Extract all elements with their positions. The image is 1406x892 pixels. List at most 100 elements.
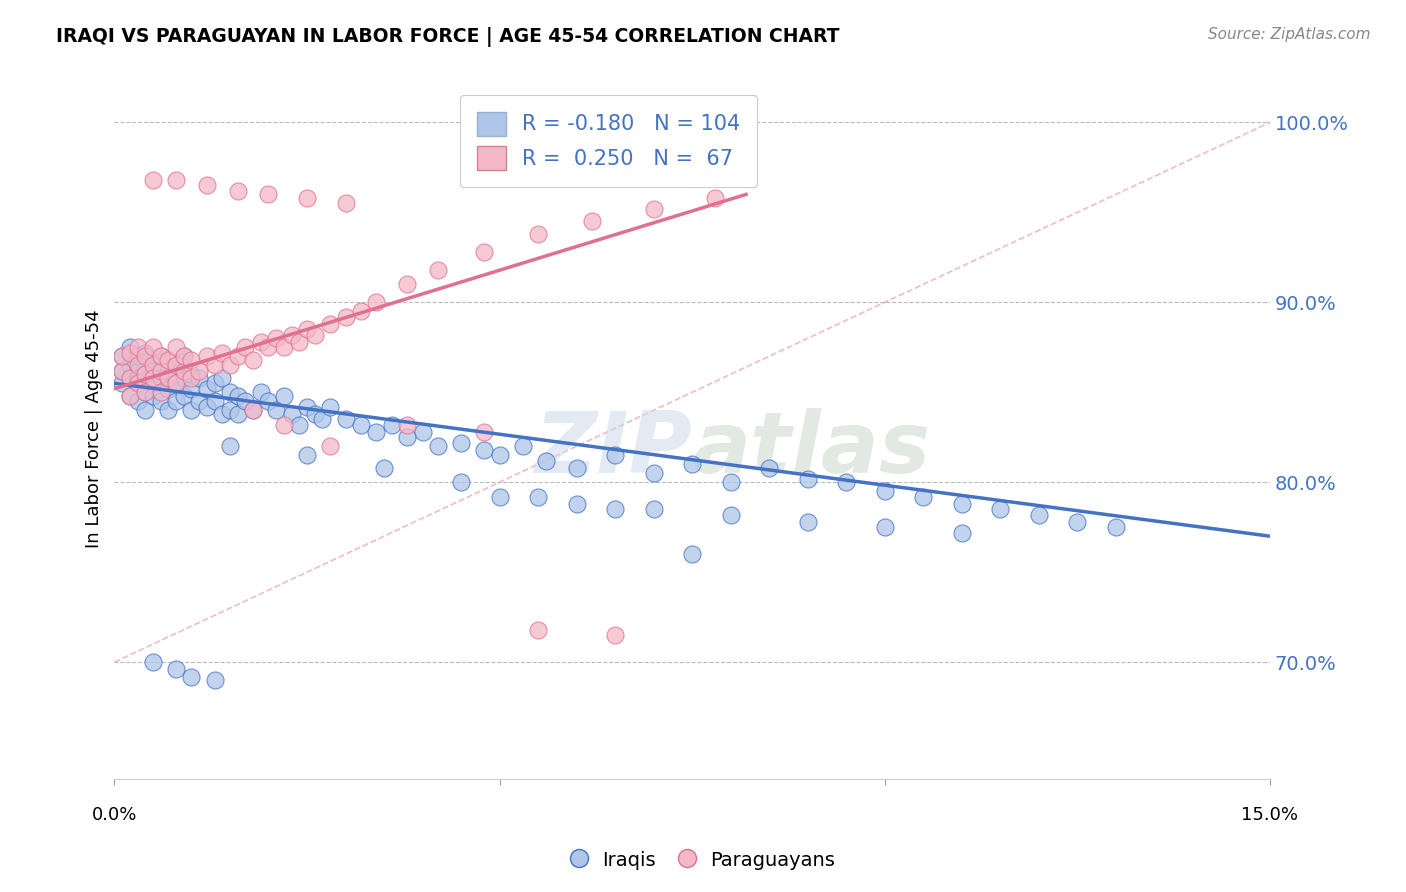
Point [165, 359, 187, 373]
Point [204, 673, 226, 687]
Point [165, 359, 187, 373]
Point [142, 376, 165, 391]
Point [118, 340, 141, 354]
Text: 15.0%: 15.0% [1241, 806, 1299, 824]
Point [643, 502, 665, 516]
Point [280, 407, 302, 421]
Point [249, 334, 271, 349]
Point [472, 442, 495, 457]
Point [111, 349, 134, 363]
Text: 0.0%: 0.0% [91, 806, 138, 824]
Point [319, 439, 342, 453]
Point [835, 475, 858, 490]
Point [335, 310, 357, 324]
Text: IRAQI VS PARAGUAYAN IN LABOR FORCE | AGE 45-54 CORRELATION CHART: IRAQI VS PARAGUAYAN IN LABOR FORCE | AGE… [56, 27, 839, 46]
Point [288, 334, 311, 349]
Point [426, 263, 449, 277]
Point [118, 389, 141, 403]
Point [142, 173, 165, 187]
Point [527, 623, 550, 637]
Point [204, 359, 226, 373]
Point [295, 448, 318, 462]
Point [165, 340, 187, 354]
Point [188, 394, 211, 409]
Point [720, 475, 742, 490]
Point [527, 490, 550, 504]
Point [111, 364, 134, 378]
Point [173, 389, 195, 403]
Point [273, 389, 295, 403]
Point [226, 389, 249, 403]
Point [226, 184, 249, 198]
Point [311, 412, 333, 426]
Point [304, 407, 326, 421]
Point [149, 364, 172, 378]
Point [273, 417, 295, 432]
Point [226, 407, 249, 421]
Point [288, 417, 311, 432]
Point [118, 345, 141, 359]
Point [873, 520, 896, 534]
Point [257, 394, 280, 409]
Point [195, 400, 218, 414]
Point [157, 364, 180, 378]
Point [142, 359, 165, 373]
Point [219, 403, 242, 417]
Point [605, 502, 627, 516]
Point [426, 439, 449, 453]
Point [173, 349, 195, 363]
Point [319, 317, 342, 331]
Point [704, 191, 727, 205]
Point [219, 439, 242, 453]
Point [235, 340, 257, 354]
Point [195, 382, 218, 396]
Point [912, 490, 935, 504]
Point [180, 382, 202, 396]
Point [180, 669, 202, 683]
Point [165, 376, 187, 391]
Point [681, 547, 703, 561]
Text: Source: ZipAtlas.com: Source: ZipAtlas.com [1208, 27, 1371, 42]
Point [127, 371, 149, 385]
Y-axis label: In Labor Force | Age 45-54: In Labor Force | Age 45-54 [86, 309, 103, 548]
Point [249, 385, 271, 400]
Point [134, 345, 156, 359]
Point [134, 385, 156, 400]
Point [350, 417, 373, 432]
Point [165, 173, 187, 187]
Point [127, 376, 149, 391]
Point [366, 425, 388, 439]
Point [157, 382, 180, 396]
Point [173, 364, 195, 378]
Point [149, 385, 172, 400]
Point [643, 202, 665, 216]
Point [295, 400, 318, 414]
Point [118, 371, 141, 385]
Point [219, 359, 242, 373]
Point [142, 340, 165, 354]
Point [165, 662, 187, 676]
Point [295, 191, 318, 205]
Legend: R = -0.180   N = 104, R =  0.250   N =  67: R = -0.180 N = 104, R = 0.250 N = 67 [460, 95, 758, 186]
Point [180, 403, 202, 417]
Point [149, 349, 172, 363]
Point [472, 425, 495, 439]
Point [450, 435, 472, 450]
Point [111, 364, 134, 378]
Point [565, 460, 588, 475]
Point [605, 628, 627, 642]
Point [127, 340, 149, 354]
Point [127, 394, 149, 409]
Point [242, 403, 264, 417]
Point [211, 407, 233, 421]
Point [581, 214, 603, 228]
Point [396, 417, 419, 432]
Point [173, 371, 195, 385]
Point [381, 417, 404, 432]
Point [142, 655, 165, 669]
Point [165, 376, 187, 391]
Point [396, 277, 419, 292]
Point [204, 376, 226, 391]
Point [450, 475, 472, 490]
Point [396, 430, 419, 444]
